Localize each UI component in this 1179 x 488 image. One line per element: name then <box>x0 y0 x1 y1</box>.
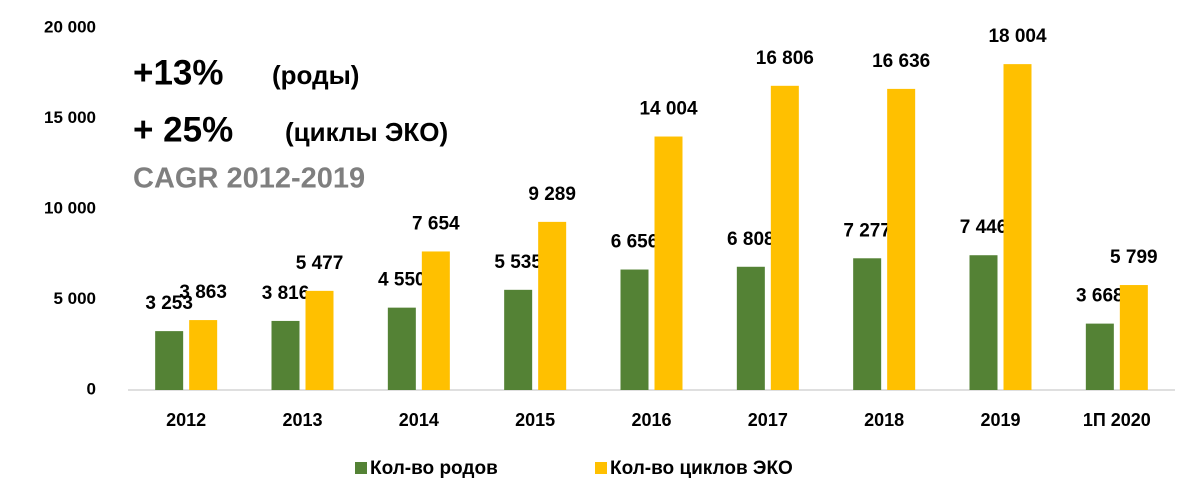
data-label: 7 654 <box>412 213 460 234</box>
bar <box>387 307 416 390</box>
data-label: 9 289 <box>528 184 576 205</box>
data-label: 3 816 <box>262 283 310 304</box>
x-tick-label: 2013 <box>282 410 322 430</box>
x-tick-label: 2018 <box>864 410 904 430</box>
data-label: 3 863 <box>179 282 227 303</box>
bar <box>736 266 765 390</box>
legend-label: Кол-во циклов ЭКО <box>610 458 793 479</box>
x-tick-label: 1П 2020 <box>1083 410 1151 430</box>
x-tick-label: 2015 <box>515 410 555 430</box>
y-tick-label: 0 <box>87 379 96 398</box>
data-label: 7 277 <box>843 220 891 241</box>
bar <box>1003 64 1032 391</box>
data-label: 14 004 <box>639 99 698 120</box>
legend-label: Кол-во родов <box>370 458 498 479</box>
data-label: 5 477 <box>296 253 344 274</box>
bar <box>271 320 300 390</box>
annotation: (роды) <box>272 60 359 90</box>
data-label: 18 004 <box>988 26 1047 47</box>
y-tick-label: 20 000 <box>44 17 96 36</box>
bar <box>770 85 799 390</box>
data-label: 16 806 <box>756 48 814 69</box>
annotation: CAGR 2012-2019 <box>133 163 365 195</box>
bar <box>969 255 998 390</box>
x-tick-label: 2019 <box>980 410 1020 430</box>
data-label: 6 808 <box>727 229 775 250</box>
bar <box>1085 323 1114 390</box>
legend-swatch <box>355 462 367 474</box>
legend-swatch <box>595 462 607 474</box>
bar <box>189 320 218 390</box>
bar <box>421 251 450 390</box>
bar <box>887 88 916 390</box>
x-tick-label: 2012 <box>166 410 206 430</box>
bar <box>538 221 567 390</box>
annotation: +13% <box>133 53 224 92</box>
bar <box>654 136 683 390</box>
annotation: (циклы ЭКО) <box>285 117 448 147</box>
data-label: 5 535 <box>494 252 542 273</box>
data-label: 6 656 <box>611 232 659 253</box>
data-label: 3 253 <box>145 293 193 314</box>
data-label: 7 446 <box>960 217 1008 238</box>
bar <box>504 289 533 390</box>
x-tick-label: 2017 <box>748 410 788 430</box>
bar <box>155 331 184 390</box>
data-label: 5 799 <box>1110 247 1158 268</box>
x-tick-label: 2016 <box>631 410 671 430</box>
x-tick-label: 2014 <box>399 410 439 430</box>
data-label: 3 668 <box>1076 286 1124 307</box>
y-tick-label: 10 000 <box>44 198 96 217</box>
data-label: 4 550 <box>378 270 426 291</box>
annotation: + 25% <box>133 110 233 149</box>
y-tick-label: 15 000 <box>44 108 96 127</box>
bar <box>620 269 649 390</box>
y-tick-label: 5 000 <box>53 289 96 308</box>
bar <box>1119 285 1148 390</box>
bar <box>853 258 882 390</box>
bar <box>305 290 334 390</box>
data-label: 16 636 <box>872 51 930 72</box>
